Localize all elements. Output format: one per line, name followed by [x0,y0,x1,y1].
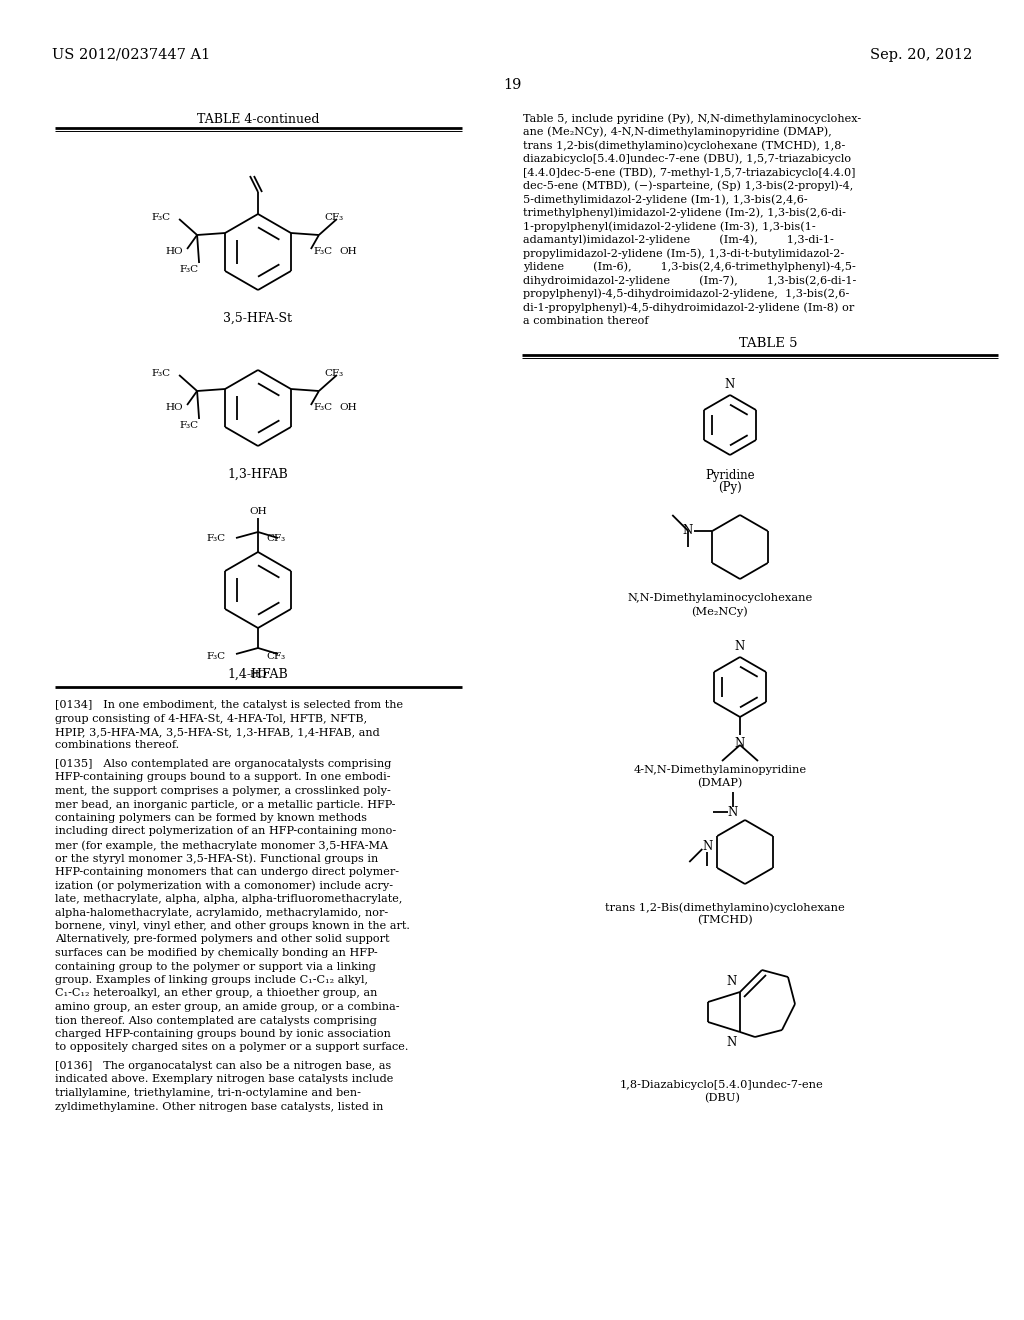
Text: ane (Me₂NCy), 4-N,N-dimethylaminopyridine (DMAP),: ane (Me₂NCy), 4-N,N-dimethylaminopyridin… [523,127,831,137]
Text: (DBU): (DBU) [705,1093,740,1104]
Text: alpha-halomethacrylate, acrylamido, methacrylamido, nor-: alpha-halomethacrylate, acrylamido, meth… [55,908,388,917]
Text: 19: 19 [503,78,521,92]
Text: 1-propylphenyl(imidazol-2-ylidene (Im-3), 1,3-bis(1-: 1-propylphenyl(imidazol-2-ylidene (Im-3)… [523,220,816,231]
Text: F₃C: F₃C [152,370,170,378]
Text: (TMCHD): (TMCHD) [697,915,753,925]
Text: TABLE 4-continued: TABLE 4-continued [197,114,319,125]
Text: diazabicyclo[5.4.0]undec-7-ene (DBU), 1,5,7-triazabicyclo: diazabicyclo[5.4.0]undec-7-ene (DBU), 1,… [523,153,851,164]
Text: late, methacrylate, alpha, alpha, alpha-trifluoromethacrylate,: late, methacrylate, alpha, alpha, alpha-… [55,894,402,904]
Text: trimethylphenyl)imidazol-2-ylidene (Im-2), 1,3-bis(2,6-di-: trimethylphenyl)imidazol-2-ylidene (Im-2… [523,207,846,218]
Text: 5-dimethylimidazol-2-ylidene (Im-1), 1,3-bis(2,4,6-: 5-dimethylimidazol-2-ylidene (Im-1), 1,3… [523,194,808,205]
Text: OH: OH [339,403,356,412]
Text: Table 5, include pyridine (Py), N,N-dimethylaminocyclohex-: Table 5, include pyridine (Py), N,N-dime… [523,114,861,124]
Text: HFP-containing monomers that can undergo direct polymer-: HFP-containing monomers that can undergo… [55,867,399,876]
Text: C₁-C₁₂ heteroalkyl, an ether group, a thioether group, an: C₁-C₁₂ heteroalkyl, an ether group, a th… [55,989,378,998]
Text: 4-N,N-Dimethylaminopyridine: 4-N,N-Dimethylaminopyridine [634,766,807,775]
Text: adamantyl)imidazol-2-ylidene        (Im-4),        1,3-di-1-: adamantyl)imidazol-2-ylidene (Im-4), 1,3… [523,235,834,246]
Text: [0134]   In one embodiment, the catalyst is selected from the: [0134] In one embodiment, the catalyst i… [55,700,403,710]
Text: ment, the support comprises a polymer, a crosslinked poly-: ment, the support comprises a polymer, a… [55,785,391,796]
Text: Alternatively, pre-formed polymers and other solid support: Alternatively, pre-formed polymers and o… [55,935,389,945]
Text: HFP-containing groups bound to a support. In one embodi-: HFP-containing groups bound to a support… [55,772,390,783]
Text: combinations thereof.: combinations thereof. [55,741,179,751]
Text: 1,3-HFAB: 1,3-HFAB [227,469,289,480]
Text: US 2012/0237447 A1: US 2012/0237447 A1 [52,48,210,62]
Text: HO: HO [165,247,182,256]
Text: bornene, vinyl, vinyl ether, and other groups known in the art.: bornene, vinyl, vinyl ether, and other g… [55,921,410,931]
Text: N: N [682,524,692,537]
Text: CF₃: CF₃ [324,370,343,378]
Text: N: N [727,1036,737,1049]
Text: containing polymers can be formed by known methods: containing polymers can be formed by kno… [55,813,367,822]
Text: indicated above. Exemplary nitrogen base catalysts include: indicated above. Exemplary nitrogen base… [55,1074,393,1085]
Text: HO: HO [249,671,267,678]
Text: [0135]   Also contemplated are organocatalysts comprising: [0135] Also contemplated are organocatal… [55,759,391,770]
Text: 3,5-HFA-St: 3,5-HFA-St [223,312,293,325]
Text: a combination thereof: a combination thereof [523,315,648,326]
Text: N: N [728,805,738,818]
Text: N: N [725,378,735,391]
Text: [0136]   The organocatalyst can also be a nitrogen base, as: [0136] The organocatalyst can also be a … [55,1061,391,1071]
Text: dihydroimidazol-2-ylidene        (Im-7),        1,3-bis(2,6-di-1-: dihydroimidazol-2-ylidene (Im-7), 1,3-bi… [523,275,856,285]
Text: dec-5-ene (MTBD), (−)-sparteine, (Sp) 1,3-bis(2-propyl)-4,: dec-5-ene (MTBD), (−)-sparteine, (Sp) 1,… [523,181,853,191]
Text: HPIP, 3,5-HFA-MA, 3,5-HFA-St, 1,3-HFAB, 1,4-HFAB, and: HPIP, 3,5-HFA-MA, 3,5-HFA-St, 1,3-HFAB, … [55,727,380,737]
Text: to oppositely charged sites on a polymer or a support surface.: to oppositely charged sites on a polymer… [55,1043,409,1052]
Text: F₃C: F₃C [206,535,225,543]
Text: CF₃: CF₃ [266,535,285,543]
Text: 1,8-Diazabicyclo[5.4.0]undec-7-ene: 1,8-Diazabicyclo[5.4.0]undec-7-ene [621,1080,824,1090]
Text: CF₃: CF₃ [324,213,343,222]
Text: surfaces can be modified by chemically bonding an HFP-: surfaces can be modified by chemically b… [55,948,378,958]
Text: charged HFP-containing groups bound by ionic association: charged HFP-containing groups bound by i… [55,1030,391,1039]
Text: zyldimethylamine. Other nitrogen base catalysts, listed in: zyldimethylamine. Other nitrogen base ca… [55,1101,383,1111]
Text: amino group, an ester group, an amide group, or a combina-: amino group, an ester group, an amide gr… [55,1002,399,1012]
Text: OH: OH [249,507,267,516]
Text: group consisting of 4-HFA-St, 4-HFA-Tol, HFTB, NFTB,: group consisting of 4-HFA-St, 4-HFA-Tol,… [55,714,368,723]
Text: group. Examples of linking groups include C₁-C₁₂ alkyl,: group. Examples of linking groups includ… [55,975,368,985]
Text: triallylamine, triethylamine, tri-n-octylamine and ben-: triallylamine, triethylamine, tri-n-octy… [55,1088,360,1098]
Text: or the styryl monomer 3,5-HFA-St). Functional groups in: or the styryl monomer 3,5-HFA-St). Funct… [55,854,378,865]
Text: including direct polymerization of an HFP-containing mono-: including direct polymerization of an HF… [55,826,396,837]
Text: tion thereof. Also contemplated are catalysts comprising: tion thereof. Also contemplated are cata… [55,1015,377,1026]
Text: propylphenyl)-4,5-dihydroimidazol-2-ylidene,  1,3-bis(2,6-: propylphenyl)-4,5-dihydroimidazol-2-ylid… [523,289,849,300]
Text: F₃C: F₃C [179,265,199,275]
Text: F₃C: F₃C [152,213,170,222]
Text: N: N [727,975,737,987]
Text: N: N [735,737,745,750]
Text: (Me₂NCy): (Me₂NCy) [691,606,749,616]
Text: ylidene        (Im-6),        1,3-bis(2,4,6-trimethylphenyl)-4,5-: ylidene (Im-6), 1,3-bis(2,4,6-trimethylp… [523,261,856,272]
Text: F₃C: F₃C [179,421,199,430]
Text: mer bead, an inorganic particle, or a metallic particle. HFP-: mer bead, an inorganic particle, or a me… [55,800,395,809]
Text: propylimidazol-2-ylidene (Im-5), 1,3-di-t-butylimidazol-2-: propylimidazol-2-ylidene (Im-5), 1,3-di-… [523,248,844,259]
Text: ization (or polymerization with a comonomer) include acry-: ization (or polymerization with a comono… [55,880,393,891]
Text: 1,4-HFAB: 1,4-HFAB [227,668,289,681]
Text: N,N-Dimethylaminocyclohexane: N,N-Dimethylaminocyclohexane [628,593,813,603]
Text: CF₃: CF₃ [266,652,285,661]
Text: N: N [702,840,713,853]
Text: di-1-propylphenyl)-4,5-dihydroimidazol-2-ylidene (Im-8) or: di-1-propylphenyl)-4,5-dihydroimidazol-2… [523,302,854,313]
Text: mer (for example, the methacrylate monomer 3,5-HFA-MA: mer (for example, the methacrylate monom… [55,840,388,850]
Text: Pyridine: Pyridine [706,469,755,482]
Text: HO: HO [165,403,182,412]
Text: F₃C: F₃C [206,652,225,661]
Text: trans 1,2-Bis(dimethylamino)cyclohexane: trans 1,2-Bis(dimethylamino)cyclohexane [605,902,845,912]
Text: [4.4.0]dec-5-ene (TBD), 7-methyl-1,5,7-triazabicyclo[4.4.0]: [4.4.0]dec-5-ene (TBD), 7-methyl-1,5,7-t… [523,168,855,178]
Text: (DMAP): (DMAP) [697,777,742,788]
Text: N: N [735,640,745,653]
Text: TABLE 5: TABLE 5 [738,337,798,350]
Text: Sep. 20, 2012: Sep. 20, 2012 [869,48,972,62]
Text: F₃C: F₃C [314,247,333,256]
Text: trans 1,2-bis(dimethylamino)cyclohexane (TMCHD), 1,8-: trans 1,2-bis(dimethylamino)cyclohexane … [523,140,845,150]
Text: OH: OH [339,247,356,256]
Text: F₃C: F₃C [314,403,333,412]
Text: containing group to the polymer or support via a linking: containing group to the polymer or suppo… [55,961,376,972]
Text: (Py): (Py) [718,480,741,494]
